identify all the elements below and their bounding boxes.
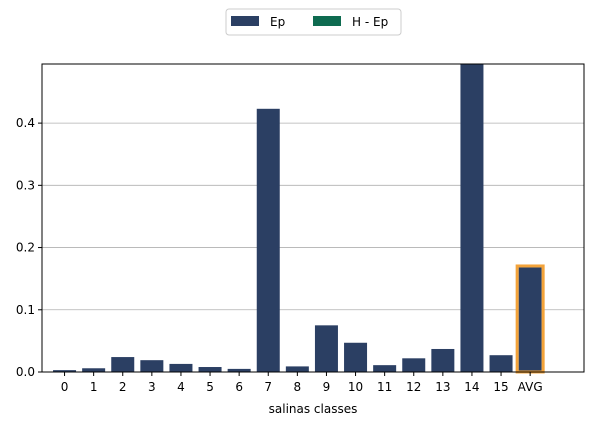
bar-11 [373, 365, 397, 372]
x-tick-label: AVG [518, 380, 543, 394]
x-axis: 0 1 2 3 4 5 6 7 8 9 10 11 12 13 14 15 AVG [61, 372, 543, 394]
legend-label: Ep [270, 15, 285, 29]
bar-9 [314, 325, 338, 372]
x-tick-label: 7 [264, 380, 272, 394]
legend-swatch [313, 16, 341, 26]
bar-6 [227, 368, 251, 372]
x-tick-label: 4 [177, 380, 185, 394]
bar-12 [402, 358, 426, 372]
legend-swatch [231, 16, 259, 26]
x-tick-label: 11 [377, 380, 392, 394]
y-axis: 0.0 0.1 0.2 0.3 0.4 [16, 116, 42, 379]
y-tick-label: 0.0 [16, 365, 35, 379]
y-gridlines [42, 122, 584, 311]
x-tick-label: 8 [294, 380, 302, 394]
bar-13 [431, 348, 455, 372]
bar-AVG [518, 267, 542, 372]
x-tick-label: 14 [464, 380, 479, 394]
x-tick-label: 1 [90, 380, 98, 394]
bar-5 [198, 367, 222, 372]
legend-label: H - Ep [352, 15, 388, 29]
bar-7 [256, 108, 280, 373]
x-tick-label: 3 [148, 380, 156, 394]
bar-14 [460, 64, 484, 372]
y-tick-label: 0.2 [16, 241, 35, 255]
y-tick-label: 0.1 [16, 303, 35, 317]
x-tick-label: 2 [119, 380, 127, 394]
bars [53, 64, 542, 373]
x-tick-label: 0 [61, 380, 69, 394]
y-tick-label: 0.3 [16, 178, 35, 192]
x-tick-label: 13 [435, 380, 450, 394]
x-tick-label: 9 [323, 380, 331, 394]
x-tick-label: 12 [406, 380, 421, 394]
legend: Ep H - Ep [225, 8, 402, 36]
plot-frame [41, 63, 585, 373]
x-tick-label: 5 [206, 380, 214, 394]
y-tick-label: 0.4 [16, 116, 35, 130]
x-tick-label: 10 [348, 380, 363, 394]
bar-0 [53, 370, 77, 372]
bar-8 [285, 366, 309, 372]
bar-10 [344, 342, 368, 372]
x-tick-label: 15 [493, 380, 508, 394]
x-axis-title: salinas classes [269, 402, 358, 416]
bar-4 [169, 363, 193, 372]
bar-15 [489, 355, 513, 372]
x-tick-label: 6 [235, 380, 243, 394]
bar-2 [111, 357, 135, 372]
bar-1 [82, 368, 106, 372]
bar-3 [140, 360, 164, 372]
